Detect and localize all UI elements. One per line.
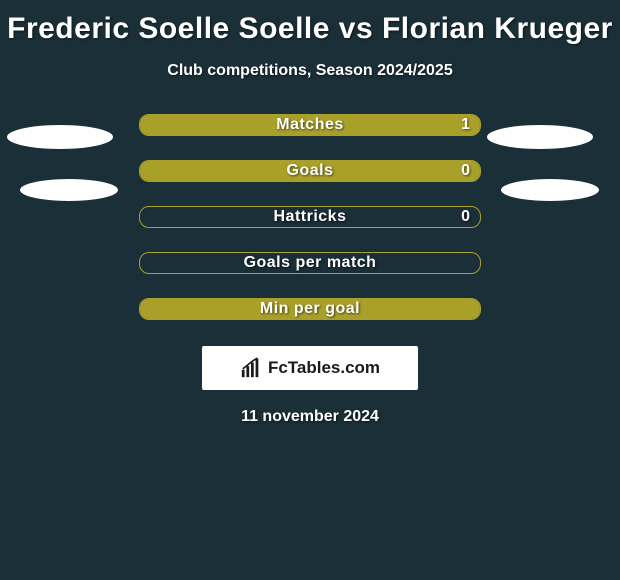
bar-label: Goals: [140, 162, 480, 180]
bar-label: Matches: [140, 116, 480, 134]
bar-value-right: 0: [461, 162, 470, 180]
bar-hattricks: Hattricks 0: [139, 206, 481, 228]
bar-row: Goals 0: [0, 160, 620, 182]
bar-row: Goals per match: [0, 252, 620, 274]
brand-badge: FcTables.com: [202, 346, 418, 390]
brand-text: FcTables.com: [268, 358, 380, 378]
bar-row: Hattricks 0: [0, 206, 620, 228]
bar-min-per-goal: Min per goal: [139, 298, 481, 320]
date-label: 11 november 2024: [0, 408, 620, 426]
bar-label: Goals per match: [140, 254, 480, 272]
bar-goals-per-match: Goals per match: [139, 252, 481, 274]
bar-matches: Matches 1: [139, 114, 481, 136]
player-marker-left-2: [20, 179, 118, 201]
chart-icon: [240, 357, 262, 379]
bar-value-right: 0: [461, 208, 470, 226]
bar-label: Min per goal: [140, 300, 480, 318]
player-marker-left-1: [7, 125, 113, 149]
bar-goals: Goals 0: [139, 160, 481, 182]
player-marker-right-1: [487, 125, 593, 149]
bar-value-right: 1: [461, 116, 470, 134]
page-title: Frederic Soelle Soelle vs Florian Kruege…: [0, 0, 620, 46]
bar-row: Min per goal: [0, 298, 620, 320]
bar-label: Hattricks: [140, 208, 480, 226]
player-marker-right-2: [501, 179, 599, 201]
subtitle: Club competitions, Season 2024/2025: [0, 62, 620, 80]
